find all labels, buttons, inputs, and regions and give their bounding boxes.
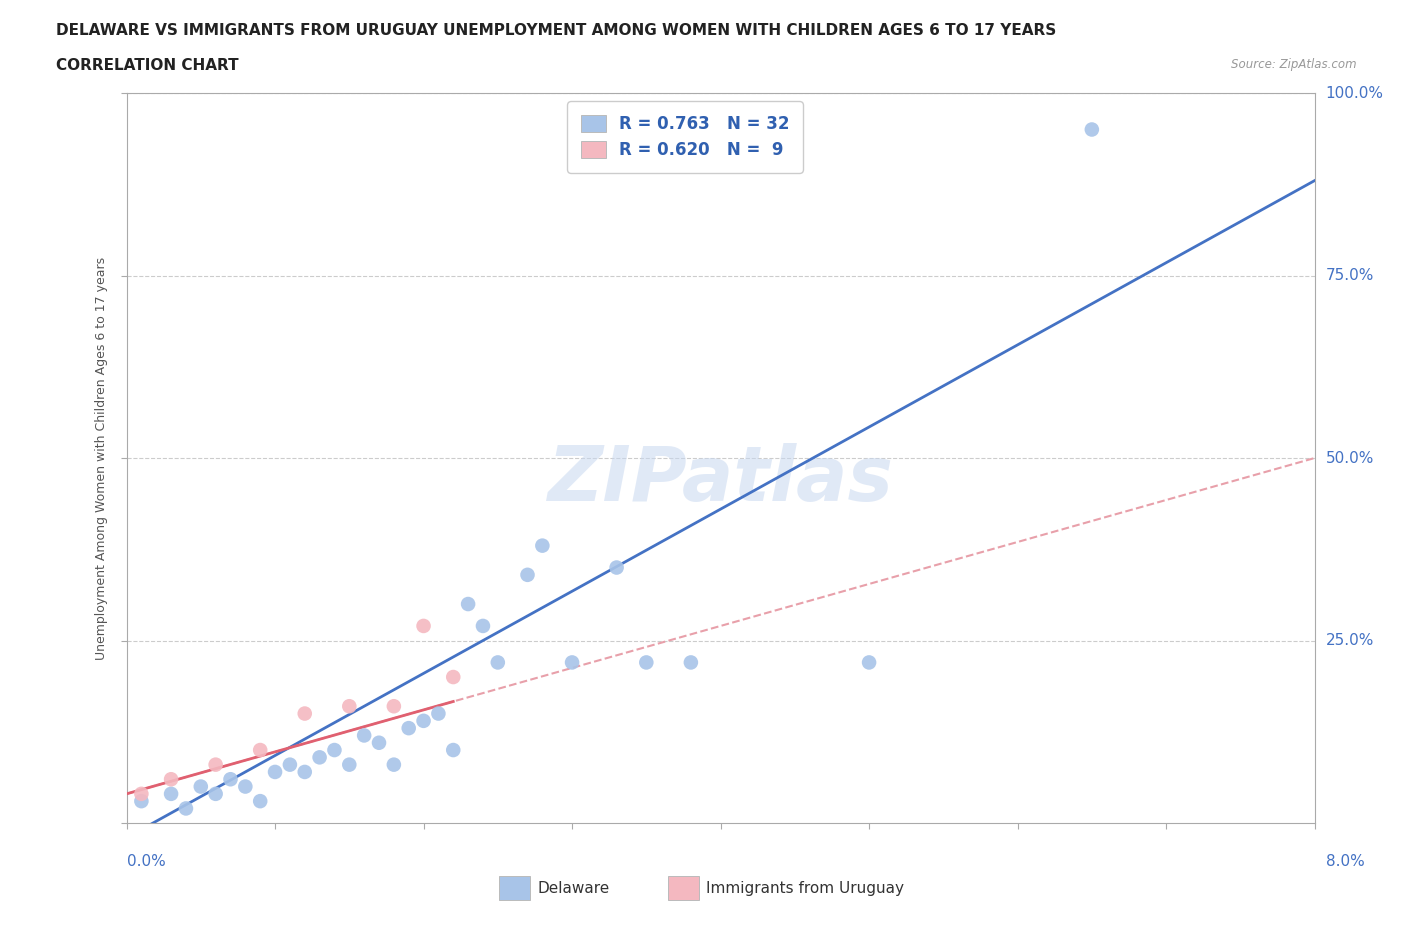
- Point: [131, 793, 153, 808]
- Text: Source: ZipAtlas.com: Source: ZipAtlas.com: [1232, 58, 1357, 71]
- Legend: R = 0.763   N = 32, R = 0.620   N =  9: R = 0.763 N = 32, R = 0.620 N = 9: [567, 101, 803, 173]
- Point: [160, 787, 183, 802]
- Text: Delaware: Delaware: [537, 881, 609, 896]
- Point: [486, 655, 509, 670]
- Point: [636, 655, 658, 670]
- Point: [382, 757, 405, 772]
- Point: [858, 655, 880, 670]
- Point: [308, 750, 330, 764]
- Point: [398, 721, 420, 736]
- Y-axis label: Unemployment Among Women with Children Ages 6 to 17 years: Unemployment Among Women with Children A…: [94, 257, 108, 659]
- Point: [412, 618, 434, 633]
- Text: 100.0%: 100.0%: [1326, 86, 1384, 100]
- Point: [337, 757, 360, 772]
- Text: CORRELATION CHART: CORRELATION CHART: [56, 58, 239, 73]
- Text: 25.0%: 25.0%: [1326, 633, 1374, 648]
- Point: [679, 655, 702, 670]
- Point: [606, 560, 628, 575]
- Point: [516, 567, 538, 582]
- Point: [204, 757, 226, 772]
- Point: [233, 779, 256, 794]
- Point: [382, 698, 405, 713]
- Point: [204, 787, 226, 802]
- Point: [160, 772, 183, 787]
- Point: [427, 706, 450, 721]
- Text: 50.0%: 50.0%: [1326, 450, 1374, 466]
- Text: 0.0%: 0.0%: [127, 854, 166, 869]
- Point: [323, 742, 346, 757]
- Point: [278, 757, 301, 772]
- Text: 75.0%: 75.0%: [1326, 268, 1374, 283]
- Point: [441, 670, 464, 684]
- Point: [337, 698, 360, 713]
- Point: [353, 728, 375, 743]
- Point: [472, 618, 495, 633]
- Point: [294, 764, 316, 779]
- Point: [131, 787, 153, 802]
- Point: [174, 801, 197, 816]
- Text: Immigrants from Uruguay: Immigrants from Uruguay: [706, 881, 904, 896]
- Point: [561, 655, 583, 670]
- Point: [219, 772, 242, 787]
- Point: [441, 742, 464, 757]
- Point: [1081, 122, 1104, 137]
- Point: [264, 764, 287, 779]
- Text: DELAWARE VS IMMIGRANTS FROM URUGUAY UNEMPLOYMENT AMONG WOMEN WITH CHILDREN AGES : DELAWARE VS IMMIGRANTS FROM URUGUAY UNEM…: [56, 23, 1056, 38]
- Point: [457, 597, 479, 612]
- Point: [190, 779, 212, 794]
- Text: ZIPatlas: ZIPatlas: [547, 443, 894, 517]
- Point: [249, 742, 271, 757]
- Point: [368, 736, 391, 751]
- Point: [249, 793, 271, 808]
- Point: [412, 713, 434, 728]
- Point: [531, 538, 554, 553]
- Text: 8.0%: 8.0%: [1326, 854, 1364, 869]
- Point: [294, 706, 316, 721]
